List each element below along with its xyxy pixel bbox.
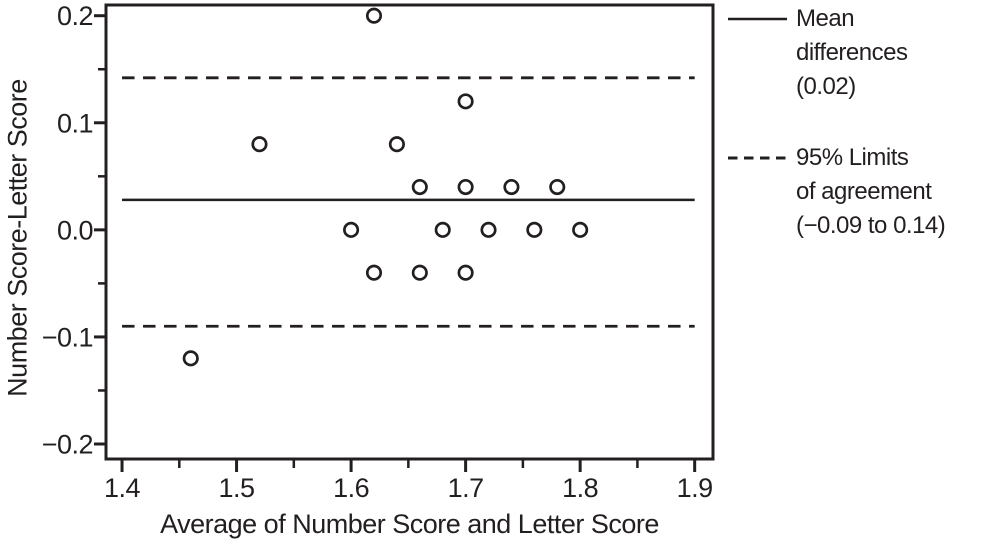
- legend: Mean differences (0.02) 95% Limits of ag…: [728, 2, 987, 243]
- data-point: [411, 264, 428, 281]
- x-tick-label: 1.7: [448, 473, 484, 503]
- data-point: [457, 264, 474, 281]
- plot-frame: [104, 3, 715, 461]
- y-tick-label: −0.2: [42, 430, 93, 460]
- y-axis-title: Number Score-Letter Score: [2, 79, 33, 397]
- data-point: [480, 221, 497, 238]
- x-tick-label: 1.4: [104, 473, 141, 503]
- data-point: [411, 178, 428, 196]
- data-point: [526, 221, 543, 238]
- y-tick-label: 0.1: [57, 108, 93, 138]
- y-tick-label: 0.2: [57, 1, 93, 31]
- y-tick-label: −0.1: [42, 322, 93, 352]
- legend-label-line: differences: [796, 39, 908, 66]
- legend-label-line: (0.02): [796, 73, 856, 100]
- data-point: [572, 221, 589, 238]
- data-point: [182, 350, 199, 367]
- data-point: [343, 221, 360, 238]
- data-point: [457, 93, 474, 110]
- x-tick-label: 1.8: [562, 473, 598, 503]
- legend-item-limits-of-agreement: 95% Limits of agreement (−0.09 to 0.14): [728, 141, 987, 243]
- legend-label-line: Mean: [796, 5, 855, 32]
- legend-label-line: 95% Limits: [796, 144, 909, 171]
- x-tick-label: 1.6: [333, 473, 369, 503]
- legend-item-mean-differences: Mean differences (0.02): [728, 2, 987, 104]
- data-point: [365, 264, 383, 281]
- legend-label-line: of agreement: [796, 178, 932, 205]
- legend-label-limits-of-agreement: 95% Limits of agreement (−0.09 to 0.14): [796, 141, 946, 243]
- dashed-line-icon: [728, 156, 787, 160]
- data-point: [434, 221, 451, 238]
- x-tick-label: 1.5: [219, 473, 255, 503]
- data-point: [251, 136, 268, 153]
- data-point: [388, 136, 405, 153]
- solid-line-icon: [728, 17, 787, 21]
- data-point: [457, 178, 474, 196]
- data-point: [503, 178, 520, 196]
- data-point: [365, 7, 383, 24]
- y-tick-label: 0.0: [57, 215, 93, 245]
- legend-label-mean-differences: Mean differences (0.02): [796, 2, 908, 104]
- x-axis-title: Average of Number Score and Letter Score: [160, 509, 659, 539]
- data-point: [549, 178, 566, 196]
- x-tick-label: 1.9: [677, 473, 713, 503]
- legend-label-line: (−0.09 to 0.14): [796, 212, 946, 239]
